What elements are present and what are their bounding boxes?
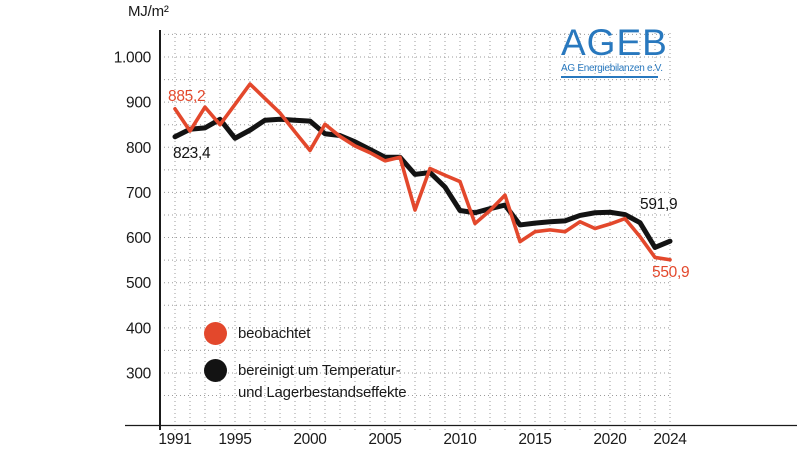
x-tick-label: 2005 (368, 431, 401, 448)
y-tick-label: 700 (126, 185, 152, 202)
value-label-end-beobachtet: 550,9 (652, 264, 689, 281)
y-tick-label: 300 (126, 365, 152, 382)
ageb-logo: AGEB AG Energiebilanzen e.V. (561, 22, 668, 78)
y-axis-unit-label: MJ/m² (128, 3, 169, 20)
y-tick-label: 400 (126, 320, 152, 337)
x-tick-label: 2015 (518, 431, 551, 448)
legend-label-bereinigt-line2: und Lagerbestandseffekte (238, 384, 407, 401)
y-tick-label: 600 (126, 230, 152, 247)
value-label-start-bereinigt: 823,4 (173, 145, 211, 162)
legend-dot-beobachtet (204, 322, 227, 345)
ageb-logo-subtitle: AG Energiebilanzen e.V. (561, 63, 663, 74)
y-tick-label: 900 (126, 95, 152, 112)
legend-label-beobachtet: beobachtet (238, 325, 311, 342)
series-line-beobachtet (173, 82, 672, 262)
ageb-logo-underline (561, 76, 658, 78)
value-label-end-bereinigt: 591,9 (640, 196, 677, 213)
legend-label-bereinigt-line1: bereinigt um Temperatur- (238, 362, 401, 379)
series-line-bereinigt (172, 116, 673, 250)
x-tick-label: 2020 (593, 431, 627, 448)
x-tick-label: 1991 (158, 431, 191, 448)
legend-item-beobachtet: beobachtet (204, 322, 310, 345)
y-tick-label: 1.000 (114, 50, 152, 67)
x-tick-label: 2010 (443, 431, 477, 448)
y-tick-label: 800 (126, 140, 152, 157)
legend-dot-bereinigt (204, 359, 227, 382)
value-label-start-beobachtet: 885,2 (168, 88, 205, 105)
legend-item-bereinigt: bereinigt um Temperatur- und Lagerbestan… (204, 359, 407, 404)
ageb-logo-title: AGEB (561, 22, 668, 63)
x-tick-label: 2000 (293, 431, 327, 448)
y-tick-label: 500 (126, 275, 152, 292)
x-tick-label: 2024 (653, 431, 687, 448)
x-tick-label: 1995 (218, 431, 251, 448)
legend-label-bereinigt: bereinigt um Temperatur- und Lagerbestan… (238, 359, 407, 404)
